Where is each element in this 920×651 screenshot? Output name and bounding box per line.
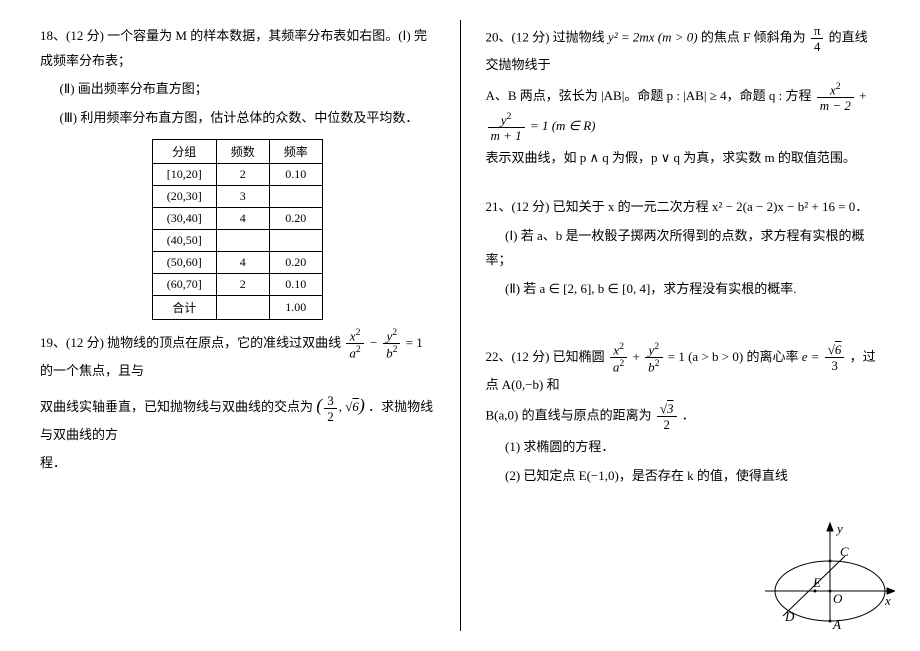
- q20-line1: 20、(12 分) 过抛物线 y² = 2mx (m > 0) 的焦点 F 倾斜…: [486, 24, 881, 78]
- q20-line2: A、B 两点，弦长为 |AB|。命题 p : |AB| ≥ 4，命题 q : 方…: [486, 82, 881, 143]
- axis-y-label: y: [835, 521, 843, 536]
- hdr-rate: 频率: [269, 139, 322, 163]
- table-row: 合计1.00: [152, 295, 322, 319]
- point-D-label: D: [784, 609, 795, 624]
- q22-line2: B(a,0) 的直线与原点的距离为 √32 ．: [486, 402, 881, 431]
- table-row: [10,20]20.10: [152, 163, 322, 185]
- table-row: (20,30]3: [152, 185, 322, 207]
- q21-line2: (Ⅰ) 若 a、b 是一枚骰子掷两次所得到的点数，求方程有实根的概率；: [486, 224, 881, 273]
- q19-line2: 双曲线实轴垂直，已知抛物线与双曲线的交点为 (32, √6) ．求抛物线与双曲线…: [40, 388, 435, 447]
- q21-line1: 21、(12 分) 已知关于 x 的一元二次方程 x² − 2(a − 2)x …: [486, 195, 881, 220]
- angle-frac: π4: [811, 24, 824, 53]
- point-O-label: O: [833, 591, 843, 606]
- point-C-label: C: [840, 544, 849, 559]
- hdr-freq: 频数: [216, 139, 269, 163]
- ecc-frac: √63: [825, 343, 845, 372]
- hyperbola-term1: x2a2: [346, 328, 363, 360]
- dist-frac: √32: [657, 402, 677, 431]
- q19-line3: 程．: [40, 451, 435, 476]
- frequency-table: 分组 频数 频率 [10,20]20.10 (20,30]3 (30,40]40…: [152, 139, 323, 320]
- ellipse-term1: x2a2: [610, 342, 627, 374]
- right-column: 20、(12 分) 过抛物线 y² = 2mx (m > 0) 的焦点 F 倾斜…: [461, 20, 891, 631]
- point-E-label: E: [812, 575, 821, 590]
- point-frac: 32: [324, 394, 337, 423]
- q18-line2: (Ⅱ) 画出频率分布直方图；: [40, 77, 435, 102]
- q19-line1: 19、(12 分) 抛物线的顶点在原点，它的准线过双曲线 x2a2 − y2b2…: [40, 328, 435, 384]
- q21-line3: (Ⅱ) 若 a ∈ [2, 6], b ∈ [0, 4]，求方程没有实根的概率.: [486, 277, 881, 302]
- table-row: (40,50]: [152, 229, 322, 251]
- point-A-label: A: [832, 617, 841, 631]
- table-row: (60,70]20.10: [152, 273, 322, 295]
- q22-line4: (2) 已知定点 E(−1,0)，是否存在 k 的值，使得直线: [486, 464, 881, 489]
- ellipse-icon: y x C D E O A: [765, 521, 895, 631]
- left-column: 18、(12 分) 一个容量为 M 的样本数据，其频率分布表如右图。(Ⅰ) 完成…: [30, 20, 461, 631]
- eq-term2: y2m + 1: [488, 112, 525, 142]
- table-row: (50,60]40.20: [152, 251, 322, 273]
- q18-line1: 18、(12 分) 一个容量为 M 的样本数据，其频率分布表如右图。(Ⅰ) 完成…: [40, 24, 435, 73]
- q22-line1: 22、(12 分) 已知椭圆 x2a2 + y2b2 = 1 (a > b > …: [486, 342, 881, 398]
- q22-line3: (1) 求椭圆的方程．: [486, 435, 881, 460]
- q20-line3: 表示双曲线，如 p ∧ q 为假，p ∨ q 为真，求实数 m 的取值范围。: [486, 146, 881, 171]
- q18-line3: (Ⅲ) 利用频率分布直方图，估计总体的众数、中位数及平均数．: [40, 106, 435, 131]
- table-row: (30,40]40.20: [152, 207, 322, 229]
- hdr-group: 分组: [152, 139, 216, 163]
- eq-term1: x2m − 2: [817, 82, 854, 112]
- table-header: 分组 频数 频率: [152, 139, 322, 163]
- axis-x-label: x: [884, 593, 891, 608]
- hyperbola-term2: y2b2: [383, 328, 400, 360]
- ellipse-term2: y2b2: [645, 342, 662, 374]
